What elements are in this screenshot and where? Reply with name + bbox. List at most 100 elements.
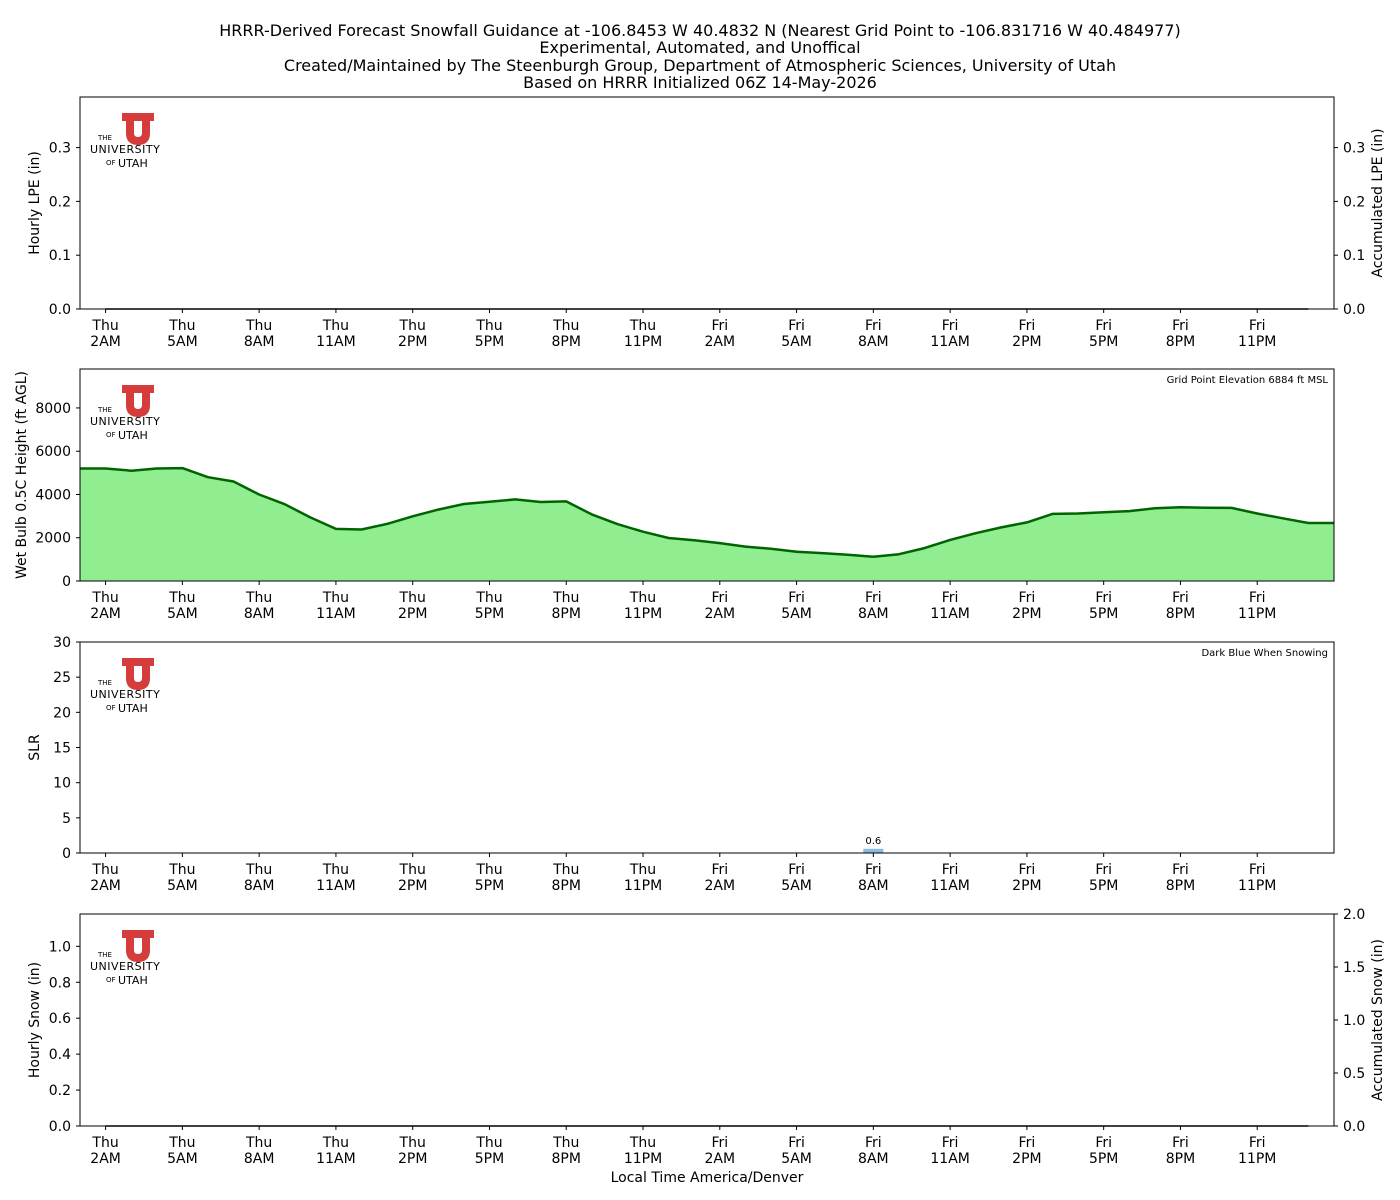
y-right-tick-label: 2.0 — [1343, 907, 1365, 923]
utah-u-serif-left — [122, 930, 130, 935]
x-tick-label-day: Fri — [1095, 590, 1112, 606]
x-tick-label-time: 5PM — [475, 334, 504, 350]
x-tick-label-day: Fri — [942, 590, 959, 606]
y-tick-label: 0.8 — [49, 975, 71, 991]
x-tick-label-day: Thu — [399, 318, 426, 334]
x-tick-label-time: 5AM — [167, 334, 198, 350]
x-tick-label-day: Fri — [1172, 590, 1189, 606]
y-axis-label: Hourly Snow (in) — [27, 962, 43, 1078]
x-tick-label-day: Thu — [629, 1135, 656, 1151]
logo-text-the: THE — [97, 134, 112, 142]
logo-text-university: UNIVERSITY — [90, 960, 160, 973]
x-tick-label-time: 2AM — [90, 606, 121, 622]
x-tick-label-day: Fri — [865, 590, 882, 606]
x-tick-label-time: 8AM — [244, 334, 275, 350]
x-tick-label-day: Fri — [1019, 590, 1036, 606]
x-tick-label-time: 2PM — [1012, 334, 1041, 350]
x-tick-label-day: Thu — [322, 1135, 349, 1151]
y-tick-label: 6000 — [35, 444, 71, 460]
x-tick-label-time: 11PM — [1238, 1151, 1276, 1167]
x-tick-label-time: 8PM — [1166, 878, 1195, 894]
x-tick-label-time: 11AM — [316, 334, 355, 350]
x-tick-label-day: Thu — [399, 1135, 426, 1151]
y-tick-label: 0 — [62, 846, 71, 862]
x-tick-label-day: Thu — [91, 590, 118, 606]
logo-text-the: THE — [97, 406, 112, 414]
y-right-tick-label: 0.5 — [1343, 1066, 1365, 1082]
y-right-tick-label: 0.3 — [1343, 141, 1365, 157]
y-right-axis-label: Accumulated Snow (in) — [1370, 939, 1386, 1101]
utah-u-icon — [122, 113, 154, 145]
figure-title: HRRR-Derived Forecast Snowfall Guidance … — [219, 21, 1181, 92]
x-tick-label-day: Thu — [475, 318, 502, 334]
x-tick-label-day: Fri — [1249, 862, 1266, 878]
utah-u-icon — [122, 658, 154, 690]
x-tick-label-day: Thu — [552, 1135, 579, 1151]
x-tick-label-day: Fri — [1249, 318, 1266, 334]
x-tick-label-time: 2AM — [90, 334, 121, 350]
utah-u-serif-right — [146, 385, 154, 390]
x-tick-label-time: 11AM — [316, 878, 355, 894]
x-tick-label-day: Thu — [475, 1135, 502, 1151]
x-tick-label-time: 11PM — [624, 1151, 662, 1167]
panel-annotation: Dark Blue When Snowing — [1201, 648, 1328, 659]
y-tick-label: 25 — [53, 670, 71, 686]
x-tick-label-time: 5PM — [475, 878, 504, 894]
x-tick-label-time: 8PM — [1166, 606, 1195, 622]
y-axis-label: Wet Bulb 0.5C Height (ft AGL) — [14, 371, 30, 579]
x-tick-label-day: Thu — [322, 862, 349, 878]
x-tick-label-day: Thu — [168, 590, 195, 606]
x-tick-label-time: 2PM — [1012, 606, 1041, 622]
x-tick-label-day: Thu — [552, 318, 579, 334]
x-tick-label-day: Thu — [168, 862, 195, 878]
x-tick-label-time: 8AM — [858, 878, 889, 894]
plot-frame — [79, 913, 1335, 1127]
utah-u-serif-left — [122, 658, 130, 663]
y-tick-label: 0.6 — [49, 1011, 71, 1027]
x-tick-label-time: 8PM — [1166, 1151, 1195, 1167]
logo-text-university: UNIVERSITY — [90, 415, 160, 428]
x-tick-label-day: Fri — [865, 1135, 882, 1151]
y-tick-label: 2000 — [35, 531, 71, 547]
x-tick-label-time: 11PM — [624, 878, 662, 894]
logo-text-utah: UTAH — [118, 157, 148, 170]
plot-frame — [79, 641, 1335, 854]
plot-frame — [79, 96, 1335, 310]
x-tick-label-day: Thu — [552, 590, 579, 606]
plot-frame — [79, 368, 1335, 582]
y-tick-label: 0.4 — [49, 1047, 71, 1063]
x-tick-label-time: 5AM — [781, 606, 812, 622]
x-tick-label-day: Thu — [168, 318, 195, 334]
x-tick-label-time: 5AM — [167, 606, 198, 622]
x-tick-label-time: 5PM — [1089, 1151, 1118, 1167]
x-tick-label-time: 8AM — [858, 606, 889, 622]
y-tick-label: 0.2 — [49, 1083, 71, 1099]
x-tick-label-time: 5PM — [1089, 334, 1118, 350]
y-axis-label: Hourly LPE (in) — [27, 151, 43, 255]
logo-text-of: OF — [106, 976, 116, 984]
x-tick-label-time: 2AM — [705, 334, 736, 350]
x-tick-label-day: Fri — [1249, 1135, 1266, 1151]
utah-u-serif-left — [122, 113, 130, 118]
x-tick-label-time: 2AM — [90, 1151, 121, 1167]
x-axis-label: Local Time America/Denver — [611, 1170, 804, 1186]
x-tick-label-time: 2PM — [1012, 1151, 1041, 1167]
x-tick-label-day: Fri — [1095, 1135, 1112, 1151]
logo-text-of: OF — [106, 704, 116, 712]
x-tick-label-day: Thu — [245, 1135, 272, 1151]
x-tick-label-time: 2PM — [1012, 878, 1041, 894]
y-tick-label: 20 — [53, 705, 71, 721]
x-tick-label-time: 8AM — [244, 1151, 275, 1167]
x-tick-label-day: Thu — [91, 862, 118, 878]
x-tick-label-day: Fri — [1172, 318, 1189, 334]
x-tick-label-day: Fri — [1095, 862, 1112, 878]
x-tick-label-day: Thu — [475, 862, 502, 878]
x-tick-label-day: Thu — [91, 1135, 118, 1151]
x-tick-label-time: 5PM — [475, 606, 504, 622]
x-tick-label-day: Fri — [788, 590, 805, 606]
x-tick-label-time: 11PM — [624, 334, 662, 350]
